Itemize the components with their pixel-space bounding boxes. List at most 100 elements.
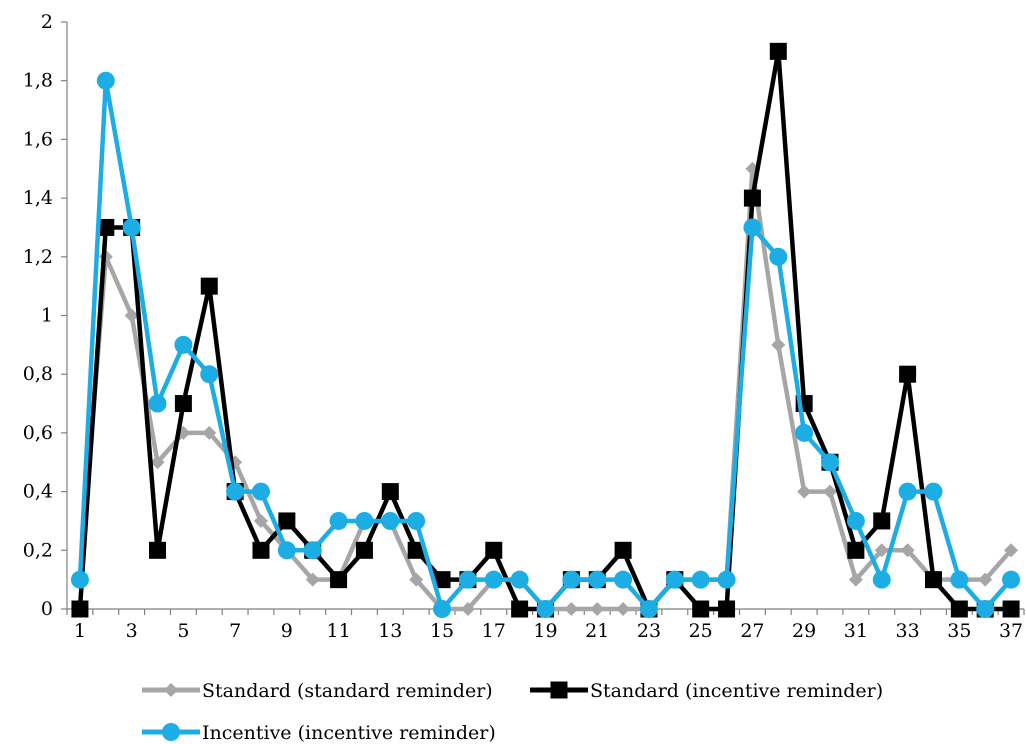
data-point [743,189,761,207]
x-axis-ticks: 1 3 5 7 9 11 13 15 17 19 21 23 25 27 29 31 33 35 37 [66,609,1025,642]
data-point [899,365,917,383]
x-tick-label: 15 [430,620,454,642]
legend-label-0: Standard (standard reminder) [202,680,493,702]
data-point [485,541,503,559]
legend-marker-1 [550,681,568,699]
x-tick-label: 23 [637,620,661,642]
data-point [381,483,399,501]
x-tick-label: 37 [999,620,1023,642]
data-point [278,512,296,530]
legend-item-2: Incentive (incentive reminder) [142,722,496,744]
data-point [200,277,218,295]
series-line-1 [77,49,1014,612]
data-point [848,572,863,587]
data-point [950,600,968,618]
y-tick-label: 0,6 [23,422,53,444]
x-tick-label: 35 [947,620,971,642]
data-point [511,600,529,618]
x-tick-label: 29 [792,620,816,642]
legend-marker-0 [164,683,178,697]
legend-label-1: Standard (incentive reminder) [590,680,883,702]
data-point [562,570,581,589]
data-point [484,570,503,589]
data-point [1002,600,1020,618]
data-point [665,570,684,589]
data-point [614,570,633,589]
y-tick-label: 0,8 [23,363,53,385]
data-point [771,337,786,352]
x-tick-label: 9 [281,620,293,642]
y-tick-label: 2 [41,11,53,33]
data-point [381,511,400,530]
series-line-0 [77,166,1014,612]
data-point [174,335,193,354]
x-tick-label: 13 [378,620,402,642]
x-tick-label: 1 [74,620,86,642]
y-tick-label: 1,6 [23,128,53,150]
data-point [124,308,139,323]
data-point [303,541,322,560]
series-2 [70,71,1021,618]
data-point [718,600,736,618]
data-point [564,602,579,616]
x-tick-label: 31 [844,620,868,642]
x-tick-label: 33 [896,620,920,642]
data-point [976,600,995,618]
data-point [97,218,115,236]
legend-marker-shape [164,683,178,697]
data-point [900,543,915,558]
data-point [769,42,787,60]
data-point [305,572,320,587]
data-point [692,600,710,618]
legend-marker-shape [162,723,180,741]
data-point [150,455,165,470]
data-point [769,247,788,266]
data-point [924,571,942,589]
y-tick-label: 0,2 [23,539,53,561]
data-point [149,541,167,559]
data-point [821,453,840,472]
x-tick-label: 21 [585,620,609,642]
y-tick-label: 0,4 [23,481,53,503]
data-point [148,394,167,413]
data-point [797,484,812,499]
series-1 [71,42,1020,618]
data-point [277,541,296,560]
data-point [202,425,217,440]
x-tick-label: 25 [689,620,713,642]
y-tick-label: 1,4 [23,187,53,209]
data-point [226,482,245,501]
x-tick-label: 3 [126,620,138,642]
data-point [70,570,89,589]
data-point [847,541,865,559]
x-tick-label: 7 [229,620,241,642]
axes: 00,20,40,60,811,21,41,61,82 1 3 5 7 9 11 13 15 1… [23,11,1025,642]
data-point [253,513,268,528]
data-point [96,71,115,90]
y-tick-label: 0 [41,598,53,620]
data-point [200,365,219,384]
data-point [795,423,814,442]
data-point [717,570,736,589]
y-tick-label: 1,2 [23,246,53,268]
data-point [330,571,348,589]
data-point [616,602,631,616]
legend-item-1: Standard (incentive reminder) [530,680,883,702]
data-point [639,600,658,618]
x-tick-label: 17 [482,620,506,642]
data-point [458,570,477,589]
data-point [614,541,632,559]
legend: Standard (standard reminder) Standard (i… [142,680,883,744]
data-point [251,482,270,501]
data-point [1004,543,1019,558]
y-axis-ticks: 0 0,2 0,4 0,6 0,8 1 1,2 1,4 1,6 1,8 2 [23,11,67,620]
data-point [898,482,917,501]
data-point [433,600,452,618]
data-point [873,512,891,530]
x-tick-label: 5 [177,620,189,642]
data-point [407,511,426,530]
data-point [874,543,889,558]
series-layer [70,42,1021,618]
data-point [433,571,451,589]
